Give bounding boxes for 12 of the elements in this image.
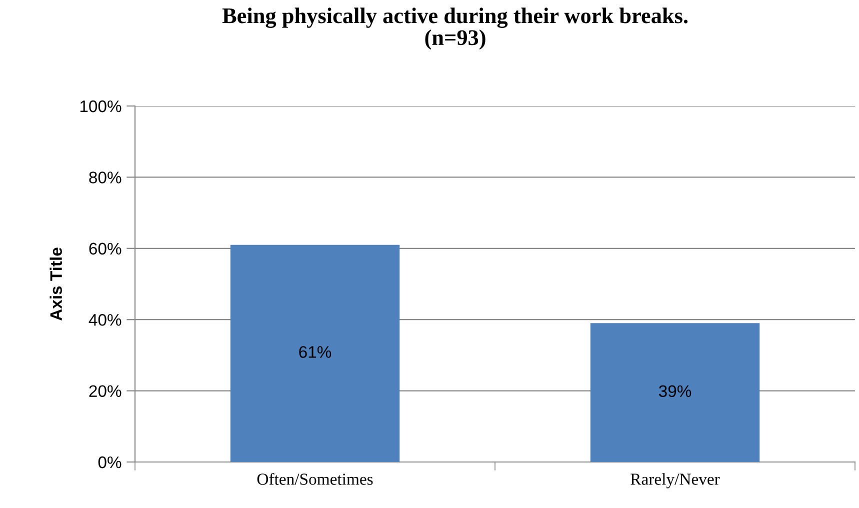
x-tick-label: Often/Sometimes [257,472,373,485]
y-tick-label: 60% [89,242,122,255]
chart-title: Being physically active during their work breaks. (n=93) [222,8,688,50]
y-tick-label: 0% [98,456,122,468]
data-label: 39% [658,385,692,398]
y-tick-label: 80% [89,172,122,184]
y-tick-label: 20% [89,385,122,398]
y-axis-title: Axis Title [50,248,62,320]
data-label: 61% [299,346,332,358]
y-tick-label: 40% [88,314,122,326]
x-tick-label: Rarely/Never [630,473,720,488]
y-tick-label: 100% [80,100,122,112]
